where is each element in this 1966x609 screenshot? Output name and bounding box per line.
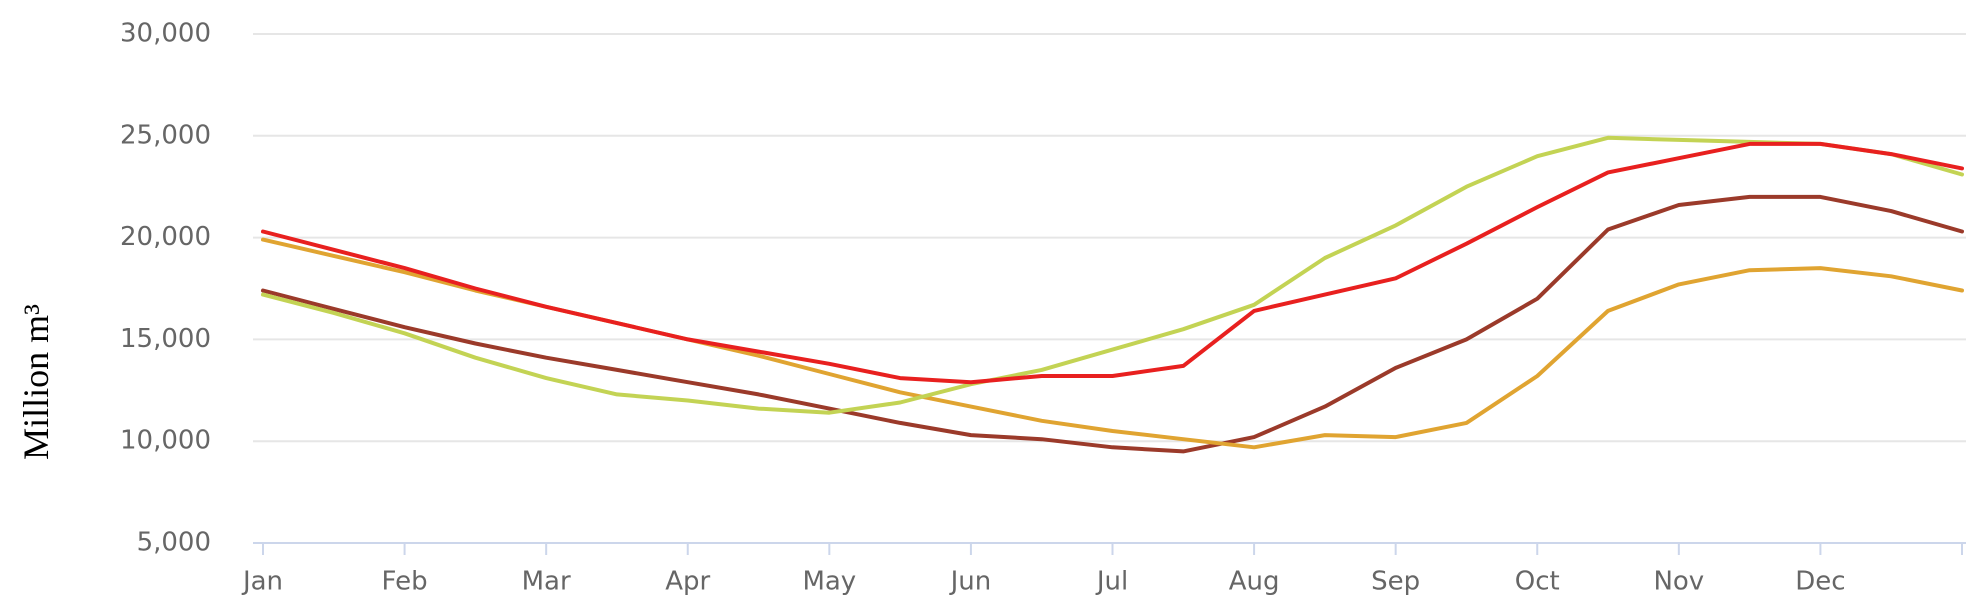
x-tick-label: Jun <box>949 567 992 597</box>
y-tick-label: 15,000 <box>120 324 211 354</box>
x-tick-label: Jan <box>241 567 283 597</box>
x-tick-label: Mar <box>522 567 571 597</box>
x-tick-label: Dec <box>1795 567 1845 597</box>
y-tick-label: 20,000 <box>120 222 211 252</box>
x-tick-label: Aug <box>1229 567 1280 597</box>
y-tick-label: 10,000 <box>120 426 211 456</box>
data-line <box>261 141 1964 385</box>
x-tick-label: Feb <box>382 567 428 597</box>
x-tick-label: Sep <box>1371 567 1420 597</box>
data-line <box>261 135 1964 415</box>
y-axis-label: Million m³ <box>16 304 56 460</box>
x-tick-label: Oct <box>1515 567 1560 597</box>
data-line <box>261 194 1964 454</box>
x-tick-label: Jul <box>1095 567 1128 597</box>
y-tick-label: 30,000 <box>120 19 211 49</box>
y-tick-label: 5,000 <box>137 528 211 558</box>
y-tick-label: 25,000 <box>120 120 211 150</box>
x-tick-label: Apr <box>665 567 710 597</box>
x-tick-label: May <box>802 567 856 597</box>
data-line <box>261 237 1964 450</box>
x-tick-label: Nov <box>1653 567 1704 597</box>
